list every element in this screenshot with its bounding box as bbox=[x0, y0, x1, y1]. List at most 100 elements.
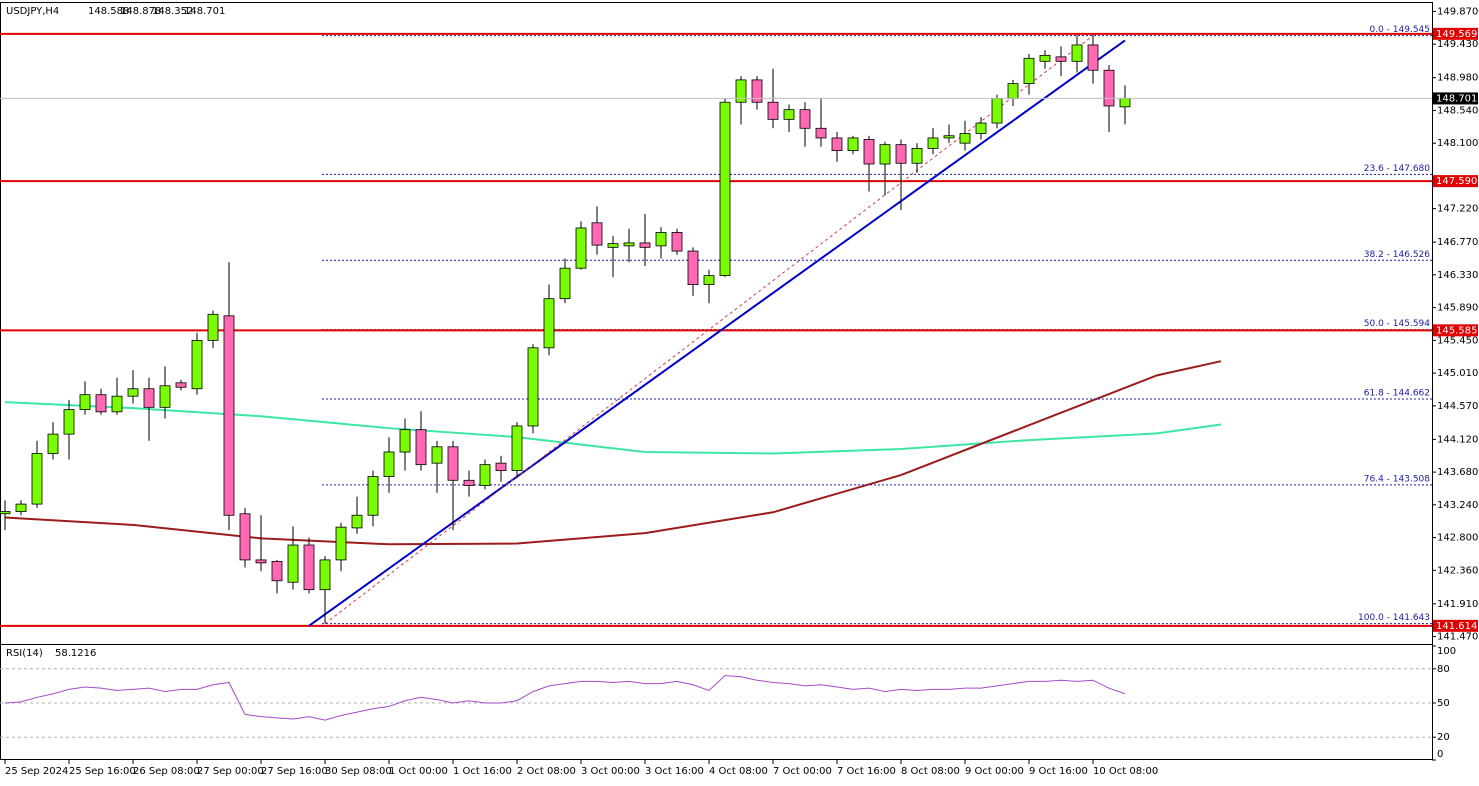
candle-body bbox=[591, 222, 603, 246]
x-tick-label: 25 Sep 16:00 bbox=[69, 766, 136, 777]
y-tick-label: 50 bbox=[1437, 698, 1450, 709]
candle-body bbox=[191, 339, 203, 390]
y-tick-label: 145.450 bbox=[1437, 335, 1478, 346]
candle-body bbox=[559, 267, 571, 300]
candle-body bbox=[703, 275, 715, 285]
y-tick-label: 20 bbox=[1437, 732, 1450, 743]
candle-body bbox=[623, 242, 635, 247]
candle-body bbox=[511, 425, 523, 472]
x-tick-label: 1 Oct 16:00 bbox=[453, 766, 512, 777]
price-label-box bbox=[1433, 175, 1478, 188]
rsi-line bbox=[4, 675, 1126, 721]
x-tick-label: 27 Sep 00:00 bbox=[197, 766, 264, 777]
candle-body bbox=[975, 122, 987, 134]
candle-body bbox=[15, 503, 27, 512]
candle-body bbox=[127, 388, 139, 397]
price-label: 145.585 bbox=[1436, 325, 1477, 336]
candle-body bbox=[671, 232, 683, 252]
candle-body bbox=[1071, 44, 1083, 62]
y-tick-label: 100 bbox=[1437, 646, 1456, 657]
candle-body bbox=[1023, 57, 1035, 85]
x-tick-label: 8 Oct 08:00 bbox=[901, 766, 960, 777]
x-tick-label: 7 Oct 00:00 bbox=[773, 766, 832, 777]
trend-line bbox=[308, 39, 1126, 627]
candle-body bbox=[751, 79, 763, 103]
candle-body bbox=[239, 513, 251, 561]
candle-body bbox=[111, 395, 123, 413]
price-label-box bbox=[1433, 324, 1478, 337]
candle-body bbox=[95, 394, 107, 413]
candle-body bbox=[431, 446, 443, 464]
candle-body bbox=[575, 227, 587, 269]
candle-body bbox=[991, 98, 1003, 124]
y-tick-label: 143.680 bbox=[1437, 467, 1478, 478]
candle-body bbox=[895, 144, 907, 164]
candle-body bbox=[367, 476, 379, 516]
candle-body bbox=[639, 242, 651, 248]
candle-body bbox=[815, 127, 827, 139]
header-low: 148.352 bbox=[152, 6, 193, 17]
candle-body bbox=[607, 243, 619, 248]
candle-body bbox=[63, 409, 75, 435]
candle-body bbox=[527, 347, 539, 427]
fib-label: 23.6 - 147.680 bbox=[1364, 164, 1430, 174]
candle-body bbox=[783, 109, 795, 120]
candle-body bbox=[479, 464, 491, 486]
candle-body bbox=[687, 250, 699, 285]
header-high: 148.878 bbox=[120, 6, 161, 17]
candle-body bbox=[543, 298, 555, 349]
candle-body bbox=[399, 429, 411, 453]
candle-body bbox=[447, 446, 459, 481]
candle-body bbox=[303, 544, 315, 591]
fib-label: 76.4 - 143.508 bbox=[1364, 474, 1430, 484]
candle-body bbox=[767, 101, 779, 120]
header-close: 148.701 bbox=[184, 6, 225, 17]
candle-body bbox=[1039, 54, 1051, 62]
y-tick-label: 146.330 bbox=[1437, 270, 1478, 281]
fib-label: 100.0 - 141.643 bbox=[1358, 613, 1430, 623]
rsi-value: 58.1216 bbox=[55, 648, 96, 659]
price-label: 141.614 bbox=[1436, 621, 1477, 632]
candle-body bbox=[0, 511, 11, 515]
x-tick-label: 2 Oct 08:00 bbox=[517, 766, 576, 777]
y-tick-label: 149.430 bbox=[1437, 39, 1478, 50]
candle-body bbox=[1087, 44, 1099, 71]
moving-average bbox=[4, 401, 1222, 455]
candle-body bbox=[415, 429, 427, 466]
candle-body bbox=[735, 79, 747, 103]
price-label-box bbox=[1433, 619, 1478, 632]
fib-label: 0.0 - 149.545 bbox=[1370, 25, 1431, 35]
x-tick-label: 3 Oct 16:00 bbox=[645, 766, 704, 777]
price-label: 149.569 bbox=[1436, 29, 1477, 40]
candle-body bbox=[1103, 69, 1115, 107]
candle-body bbox=[175, 382, 187, 388]
x-tick-label: 30 Sep 08:00 bbox=[325, 766, 392, 777]
candle-body bbox=[463, 479, 475, 486]
y-tick-label: 148.980 bbox=[1437, 73, 1478, 84]
y-tick-label: 145.010 bbox=[1437, 368, 1478, 379]
x-tick-label: 4 Oct 08:00 bbox=[709, 766, 768, 777]
y-tick-label: 144.120 bbox=[1437, 434, 1478, 445]
candle-body bbox=[383, 451, 395, 477]
candle-body bbox=[495, 462, 507, 472]
candle-body bbox=[1055, 56, 1067, 62]
fib-label: 38.2 - 146.526 bbox=[1364, 250, 1430, 260]
y-tick-label: 148.100 bbox=[1437, 138, 1478, 149]
candle-body bbox=[143, 388, 155, 408]
y-tick-label: 141.470 bbox=[1437, 632, 1478, 643]
x-tick-label: 1 Oct 00:00 bbox=[389, 766, 448, 777]
candle-body bbox=[319, 559, 331, 591]
y-tick-label: 149.870 bbox=[1437, 6, 1478, 17]
x-tick-label: 7 Oct 16:00 bbox=[837, 766, 896, 777]
candle-body bbox=[335, 526, 347, 561]
candle-body bbox=[79, 394, 91, 410]
candle-body bbox=[255, 559, 267, 564]
candle-body bbox=[879, 144, 891, 165]
moving-average bbox=[4, 360, 1222, 546]
price-label: 147.590 bbox=[1436, 176, 1477, 187]
plot-frame bbox=[0, 2, 1433, 760]
fib-label: 50.0 - 145.594 bbox=[1364, 319, 1430, 329]
candle-body bbox=[1007, 83, 1019, 99]
